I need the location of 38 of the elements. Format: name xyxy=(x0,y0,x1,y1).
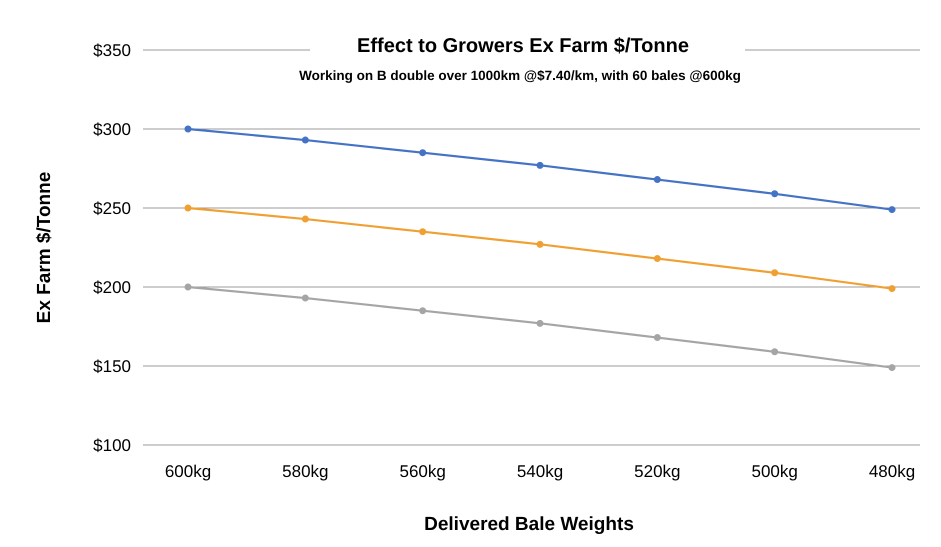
y-tick-label: $100 xyxy=(93,436,131,455)
point xyxy=(771,269,778,276)
point xyxy=(302,136,309,144)
point xyxy=(302,294,309,302)
point xyxy=(419,149,426,156)
point xyxy=(654,334,661,342)
y-axis-title: Ex Farm $/Tonne xyxy=(34,172,55,324)
point xyxy=(419,228,426,236)
x-tick-label: 540kg xyxy=(516,462,564,481)
point xyxy=(184,204,192,212)
x-tick-label: 560kg xyxy=(400,462,446,481)
point xyxy=(184,284,192,290)
point xyxy=(888,364,896,372)
point xyxy=(419,307,426,314)
point xyxy=(184,126,192,132)
x-tick-label: 580kg xyxy=(282,462,328,481)
point xyxy=(536,320,544,327)
point xyxy=(771,190,778,198)
point xyxy=(888,285,896,292)
point xyxy=(536,162,544,169)
y-tick-label: $300 xyxy=(93,120,131,139)
x-tick-label: 480kg xyxy=(868,462,916,481)
point xyxy=(302,216,309,223)
point xyxy=(888,206,896,214)
x-tick-label: 600kg xyxy=(164,462,212,481)
text: Working on B double over 1000km @$7.40/km, with 60 bales @600kg xyxy=(299,68,741,83)
point xyxy=(654,255,661,262)
y-tick-label: $200 xyxy=(93,278,131,297)
point xyxy=(654,176,661,184)
y-tick-label: $350 xyxy=(93,40,131,60)
chart-title: Effect to Growers Ex Farm $/Tonne xyxy=(357,35,689,57)
x-tick-label: 500kg xyxy=(752,462,798,481)
point xyxy=(536,240,544,248)
x-axis-title: Delivered Bale Weights xyxy=(424,514,634,535)
point xyxy=(771,348,778,356)
x-tick-label: 520kg xyxy=(634,462,680,481)
y-tick-label: $250 xyxy=(93,198,131,218)
y-tick-label: $150 xyxy=(93,356,131,376)
